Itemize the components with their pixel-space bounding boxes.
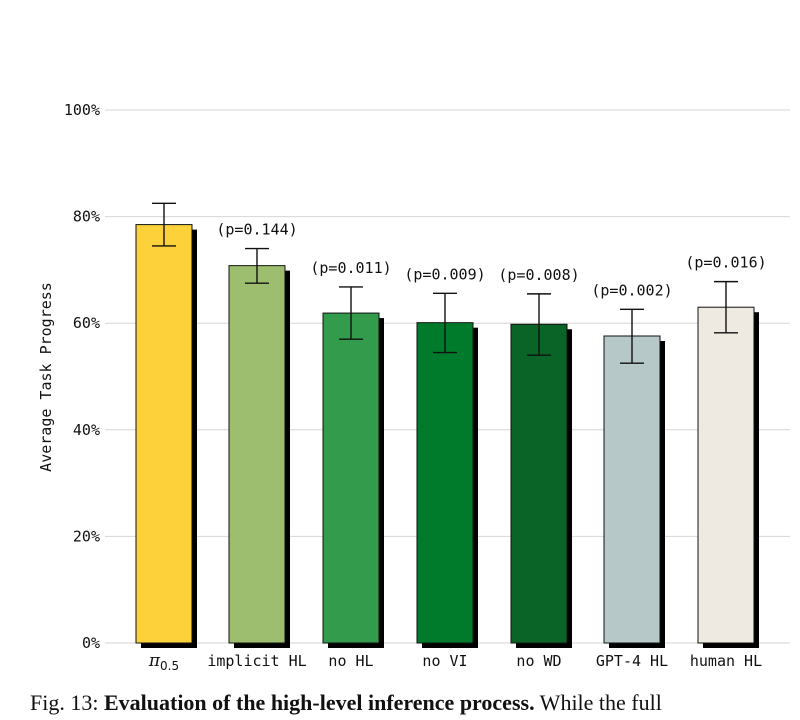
error-bars (152, 202, 738, 364)
x-tick-label: GPT-4 HL (596, 652, 668, 670)
bar (603, 335, 661, 644)
caption-bold: Evaluation of the high-level inference p… (103, 690, 535, 715)
figure-caption: Fig. 13: Evaluation of the high-level in… (30, 690, 800, 720)
y-axis-label: Average Task Progress (37, 282, 55, 472)
p-value-label: (p=0.008) (498, 266, 579, 284)
p-value-labels: (p=0.144) (p=0.011) (p=0.009) (p=0.008) (p=0… (216, 221, 766, 300)
bars (135, 224, 759, 648)
caption-prefix: Fig. 13: (30, 690, 104, 715)
bar (322, 312, 380, 644)
y-axis-ticks: 0% 20% 40% 60% 80% 100% (64, 101, 100, 652)
x-tick-label: no VI (422, 652, 467, 670)
p-value-label: (p=0.011) (310, 259, 391, 277)
p-value-label: (p=0.144) (216, 221, 297, 239)
x-tick-label: no WD (516, 652, 561, 670)
p-value-label: (p=0.002) (591, 281, 672, 299)
x-axis-tick-labels: π0.5 implicit HL no HL no VI no WD GPT-4 HL hu… (148, 651, 762, 673)
y-tick-label: 80% (73, 208, 100, 226)
bar (228, 265, 286, 644)
x-tick-label: human HL (690, 652, 762, 670)
y-tick-label: 0% (82, 634, 100, 652)
bar (510, 323, 568, 644)
y-tick-label: 100% (64, 101, 100, 119)
y-tick-label: 20% (73, 527, 100, 545)
bar-chart: 0% 20% 40% 60% 80% 100% Average Task Progress… (37, 101, 790, 673)
bar (697, 306, 755, 644)
caption-rest: While the full (534, 690, 662, 715)
bar (416, 322, 474, 644)
x-tick-label: no HL (328, 652, 373, 670)
x-tick-label: implicit HL (207, 652, 306, 670)
p-value-label: (p=0.016) (685, 254, 766, 272)
x-tick-label: π0.5 (148, 651, 179, 673)
p-value-label: (p=0.009) (404, 265, 485, 283)
y-tick-label: 40% (73, 421, 100, 439)
y-tick-label: 60% (73, 314, 100, 332)
bar (135, 224, 193, 644)
